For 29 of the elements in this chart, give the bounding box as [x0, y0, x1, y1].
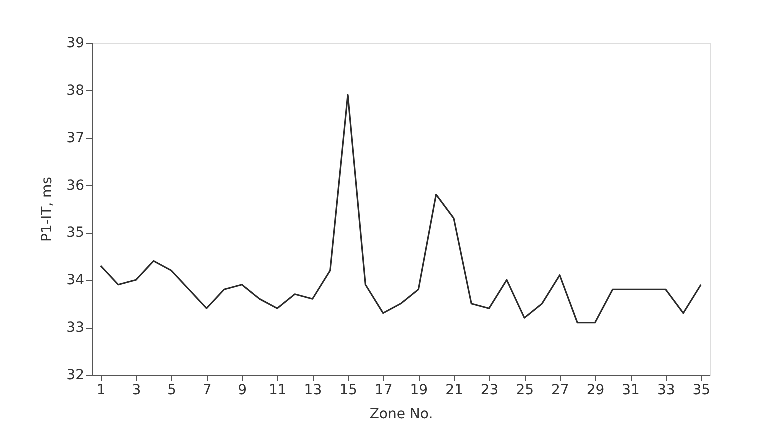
y-tick-label: 39 — [66, 36, 84, 52]
y-tick-label: 38 — [66, 82, 84, 99]
y-tick-label: 36 — [66, 178, 85, 194]
x-tick-label: 17 — [374, 382, 393, 398]
x-tick-label: 11 — [268, 382, 287, 398]
x-axis-title: Zone No. — [370, 406, 434, 422]
y-tick-label: 35 — [66, 225, 84, 242]
x-tick-label: 9 — [238, 382, 248, 398]
x-tick-label: 7 — [202, 382, 212, 398]
y-tick-label: 37 — [66, 130, 84, 146]
x-tick-label: 15 — [340, 382, 358, 398]
x-tick-label: 3 — [132, 382, 142, 398]
x-tick-label: 13 — [304, 382, 322, 398]
x-tick-label: 23 — [480, 382, 499, 398]
x-tick-label: 27 — [552, 382, 570, 398]
y-axis-title: P1-IT, ms — [40, 177, 56, 242]
x-tick-label: 31 — [622, 382, 640, 398]
y-tick-label: 34 — [66, 272, 85, 289]
line-series — [100, 94, 702, 324]
x-tick-label: 19 — [410, 382, 428, 398]
x-tick-label: 5 — [167, 382, 176, 398]
x-tick-label: 21 — [446, 382, 464, 398]
x-tick-label: 33 — [657, 382, 676, 398]
x-tick-label: 25 — [516, 382, 534, 398]
x-tick-label: 1 — [96, 382, 106, 398]
x-tick-label: 29 — [586, 382, 605, 398]
y-tick-label: 33 — [66, 320, 84, 336]
x-tick-label: 35 — [692, 382, 711, 398]
y-tick-label: 32 — [66, 368, 84, 384]
